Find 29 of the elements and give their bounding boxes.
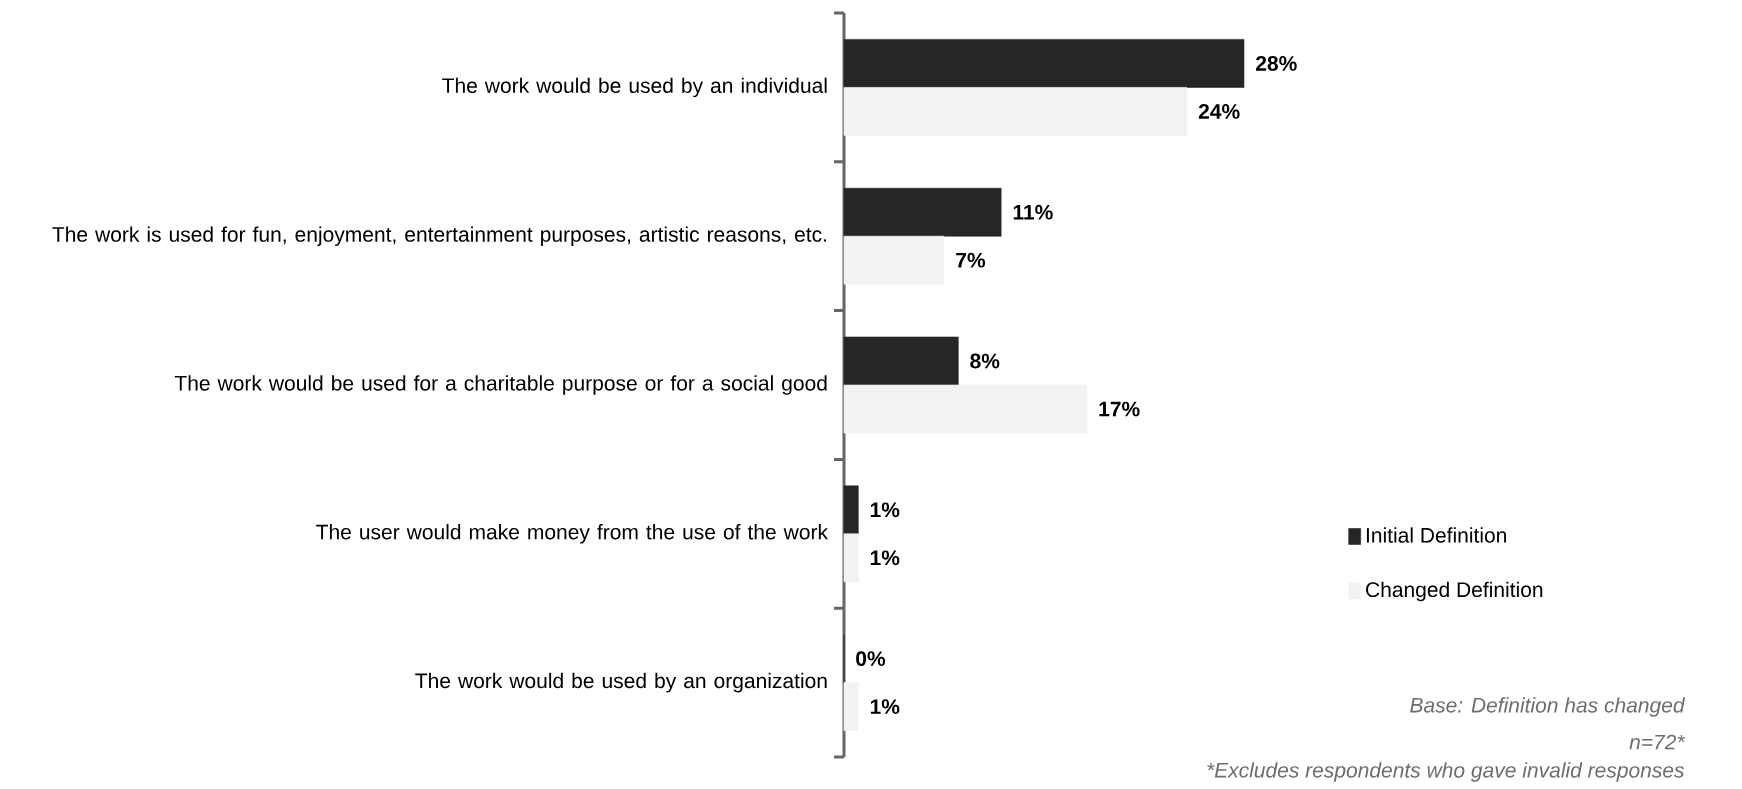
bar bbox=[843, 336, 959, 386]
data-label: 8% bbox=[970, 353, 1000, 369]
data-label: 11% bbox=[1013, 204, 1053, 220]
data-label: 1% bbox=[870, 699, 900, 715]
legend-label: Changed Definition bbox=[1366, 581, 1543, 602]
bar bbox=[843, 188, 1002, 237]
y-tick-label: The work is used for fun, enjoyment, entertainment purposes, artistic reasons, etc. bbox=[52, 226, 827, 247]
text: n=72* bbox=[1629, 734, 1686, 750]
bar bbox=[843, 236, 945, 285]
legend-label: Initial Definition bbox=[1366, 527, 1506, 543]
y-tick-label: The work would be used for a charitable purpose or for a social good bbox=[174, 375, 827, 395]
text: *Excludes respondents who gave invalid responses bbox=[1207, 762, 1685, 782]
data-label: 7% bbox=[956, 252, 986, 268]
data-label: 1% bbox=[870, 550, 900, 566]
y-tick-label: The user would make money from the use of the work bbox=[316, 524, 828, 544]
bar bbox=[843, 39, 1245, 88]
data-label: 17% bbox=[1099, 401, 1140, 417]
bar bbox=[843, 682, 859, 732]
bar bbox=[843, 485, 859, 535]
text: Base: Definition has changed bbox=[1410, 697, 1686, 717]
data-label: 24% bbox=[1198, 104, 1240, 119]
y-tick-label: The work would be used by an individual bbox=[442, 77, 827, 98]
data-label: 28% bbox=[1256, 56, 1297, 71]
bar bbox=[843, 384, 1088, 434]
bar bbox=[843, 87, 1188, 136]
data-label: 0% bbox=[856, 651, 886, 667]
y-tick-label: The work would be used by an organization bbox=[415, 672, 827, 693]
bar bbox=[843, 533, 859, 583]
data-label: 1% bbox=[870, 502, 900, 518]
